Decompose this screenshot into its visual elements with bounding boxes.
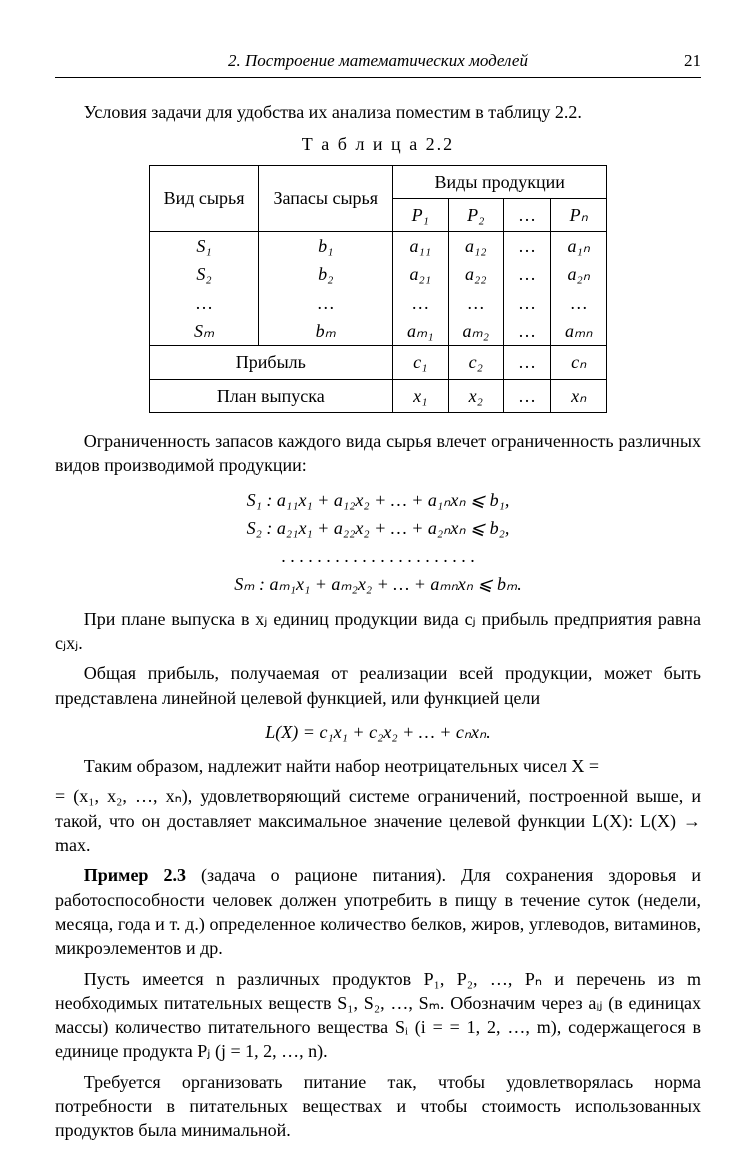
paragraph: Ограниченность запасов каждого вида сырь…	[55, 429, 701, 478]
p-label: P₁	[393, 198, 448, 231]
p-label: P₂	[448, 198, 503, 231]
col-header-products: Виды продукции	[393, 165, 607, 198]
data-table: Вид сырья Запасы сырья Виды продукции P₁…	[149, 165, 608, 413]
objective-function: L(X) = c₁x₁ + c₂x₂ + … + cₙxₙ.	[55, 720, 701, 744]
paragraph: Таким образом, надлежит найти набор неот…	[55, 754, 701, 778]
example-paragraph: Пример 2.3 (задача о рационе питания). Д…	[55, 863, 701, 960]
constraint-line: S₂ : a₂₁x₁ + a₂₂x₂ + … + a₂ₙxₙ ⩽ b₂,	[55, 516, 701, 540]
page: 2. Построение математических моделей 21 …	[0, 0, 756, 1172]
table-row: S₁ b₁ a₁₁ a₁₂ … a₁ₙ	[149, 232, 607, 261]
constraint-dots: . . . . . . . . . . . . . . . . . . . . …	[55, 544, 701, 568]
constraint-line: Sₘ : aₘ₁x₁ + aₘ₂x₂ + … + aₘₙxₙ ⩽ bₘ.	[55, 572, 701, 596]
table-row: … … … … … …	[149, 289, 607, 317]
profit-row: Прибыль c₁ c₂ … cₙ	[149, 346, 607, 379]
table-caption: Т а б л и ц а 2.2	[55, 132, 701, 156]
constraint-line: S₁ : a₁₁x₁ + a₁₂x₂ + … + a₁ₙxₙ ⩽ b₁,	[55, 488, 701, 512]
paragraph: Требуется организовать питание так, чтоб…	[55, 1070, 701, 1143]
col-header-stock: Запасы сырья	[259, 165, 393, 232]
running-header: 2. Построение математических моделей 21	[55, 50, 701, 78]
p-label: Pₙ	[551, 198, 607, 231]
section-title: 2. Построение математических моделей	[85, 50, 671, 73]
example-label: Пример 2.3	[84, 865, 186, 885]
paragraph: При плане выпуска в xⱼ единиц продукции …	[55, 607, 701, 656]
table-header-row-1: Вид сырья Запасы сырья Виды продукции	[149, 165, 607, 198]
table-row: Sₘ bₘ aₘ₁ aₘ₂ … aₘₙ	[149, 317, 607, 346]
paragraph-continuation: = (x₁, x₂, …, xₙ), удовлетворяющий систе…	[55, 784, 701, 857]
table-row: S₂ b₂ a₂₁ a₂₂ … a₂ₙ	[149, 260, 607, 288]
col-header-raw-type: Вид сырья	[149, 165, 259, 232]
p-label: …	[504, 198, 551, 231]
paragraph: Общая прибыль, получаемая от реализации …	[55, 661, 701, 710]
paragraph: Пусть имеется n различных продуктов P₁, …	[55, 967, 701, 1064]
plan-row: План выпуска x₁ x₂ … xₙ	[149, 379, 607, 412]
constraints-block: S₁ : a₁₁x₁ + a₁₂x₂ + … + a₁ₙxₙ ⩽ b₁, S₂ …	[55, 488, 701, 597]
page-number: 21	[671, 50, 701, 73]
intro-paragraph: Условия задачи для удобства их анализа п…	[55, 100, 701, 124]
